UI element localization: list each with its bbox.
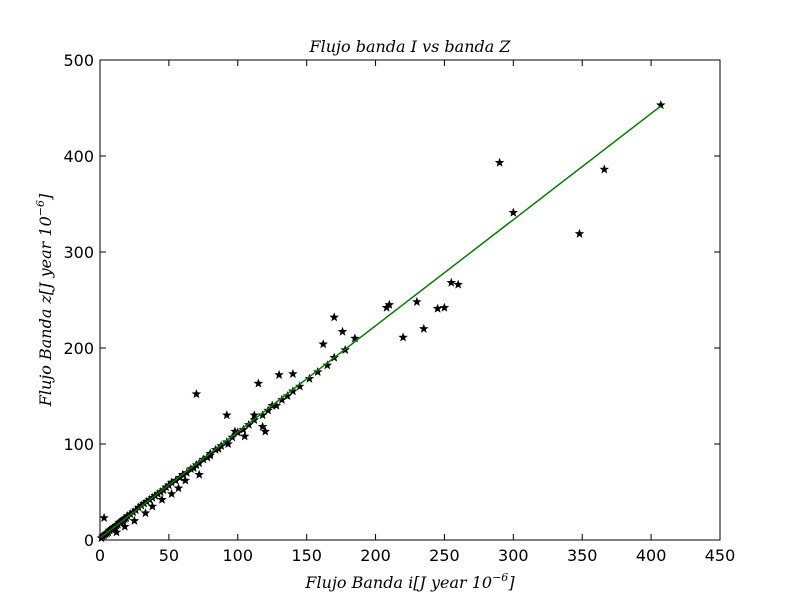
- data-point: [322, 360, 333, 370]
- data-point: [446, 277, 457, 287]
- data-point: [288, 386, 298, 396]
- x-axis-label: Flujo Banda i[J year 10−6]: [304, 571, 515, 592]
- x-tick-label: 300: [498, 546, 529, 565]
- data-point: [398, 332, 408, 342]
- x-tick-label: 50: [159, 546, 179, 565]
- data-point: [318, 339, 328, 349]
- data-point: [166, 477, 177, 487]
- y-tick-label: 500: [63, 51, 94, 70]
- x-tick-label: 0: [95, 546, 105, 565]
- data-point: [329, 312, 339, 322]
- data-point: [230, 426, 240, 436]
- data-point: [494, 157, 505, 167]
- data-point: [312, 367, 323, 377]
- x-tick-label: 400: [636, 546, 667, 565]
- data-point: [656, 100, 666, 110]
- y-axis-ticks: 0 100 200 300 400 500: [63, 51, 720, 550]
- data-point: [223, 439, 233, 449]
- x-tick-label: 250: [429, 546, 460, 565]
- data-point: [166, 488, 177, 498]
- data-point: [337, 326, 348, 336]
- data-point: [574, 228, 585, 238]
- x-tick-label: 450: [705, 546, 736, 565]
- data-point: [213, 443, 224, 453]
- data-point: [188, 463, 199, 473]
- data-point: [139, 498, 149, 508]
- data-point: [350, 333, 360, 343]
- y-tick-label: 200: [63, 339, 94, 358]
- data-point: [147, 501, 158, 511]
- x-axis-ticks: 0 50 100 150 200 250 300 350 400 450: [95, 60, 735, 565]
- data-point: [120, 521, 130, 531]
- y-tick-label: 0: [84, 531, 94, 550]
- data-point: [253, 378, 264, 388]
- data-point: [412, 296, 422, 306]
- plot-frame: [99, 59, 721, 541]
- data-point: [304, 373, 315, 383]
- data-point: [508, 207, 519, 217]
- data-point: [157, 494, 167, 504]
- data-point: [133, 502, 144, 512]
- data-point: [129, 515, 140, 525]
- fit-line: [99, 105, 662, 539]
- data-point: [194, 469, 204, 479]
- data-point: [222, 437, 232, 447]
- data-point: [295, 381, 305, 391]
- data-point: [439, 302, 450, 312]
- data-point: [263, 405, 273, 415]
- data-point: [257, 410, 268, 420]
- data-point: [282, 391, 293, 401]
- x-tick-label: 200: [360, 546, 391, 565]
- data-point: [111, 527, 122, 537]
- data-point: [257, 421, 268, 431]
- x-tick-label: 150: [291, 546, 322, 565]
- data-point: [599, 164, 610, 174]
- data-point: [277, 394, 287, 404]
- data-point: [173, 483, 184, 493]
- y-tick-label: 300: [63, 243, 94, 262]
- data-point: [205, 450, 215, 460]
- chart-title: Flujo banda I vs banda Z: [309, 37, 512, 56]
- fit-line-group: [99, 105, 662, 539]
- data-point: [260, 426, 271, 436]
- y-axis-label: Flujo Banda z[J year 10−6]: [34, 193, 55, 407]
- data-point: [239, 431, 250, 441]
- data-point: [125, 509, 136, 519]
- data-point: [274, 369, 284, 379]
- data-point: [191, 389, 202, 399]
- data-point: [136, 500, 147, 510]
- data-point: [271, 400, 282, 410]
- data-point: [140, 508, 151, 518]
- data-point: [222, 410, 232, 420]
- data-point: [99, 512, 109, 522]
- x-tick-label: 350: [567, 546, 598, 565]
- data-point: [453, 279, 463, 289]
- y-tick-label: 100: [63, 435, 94, 454]
- data-point: [180, 475, 191, 485]
- data-point: [288, 368, 298, 378]
- y-tick-label: 400: [63, 147, 94, 166]
- data-point: [384, 299, 395, 309]
- data-point: [122, 511, 133, 521]
- data-point: [182, 467, 192, 477]
- data-point: [419, 323, 429, 333]
- x-tick-label: 100: [223, 546, 254, 565]
- data-point: [381, 302, 392, 312]
- data-point: [194, 458, 204, 468]
- data-point: [249, 410, 260, 420]
- data-point: [432, 303, 443, 313]
- data-point: [238, 424, 249, 434]
